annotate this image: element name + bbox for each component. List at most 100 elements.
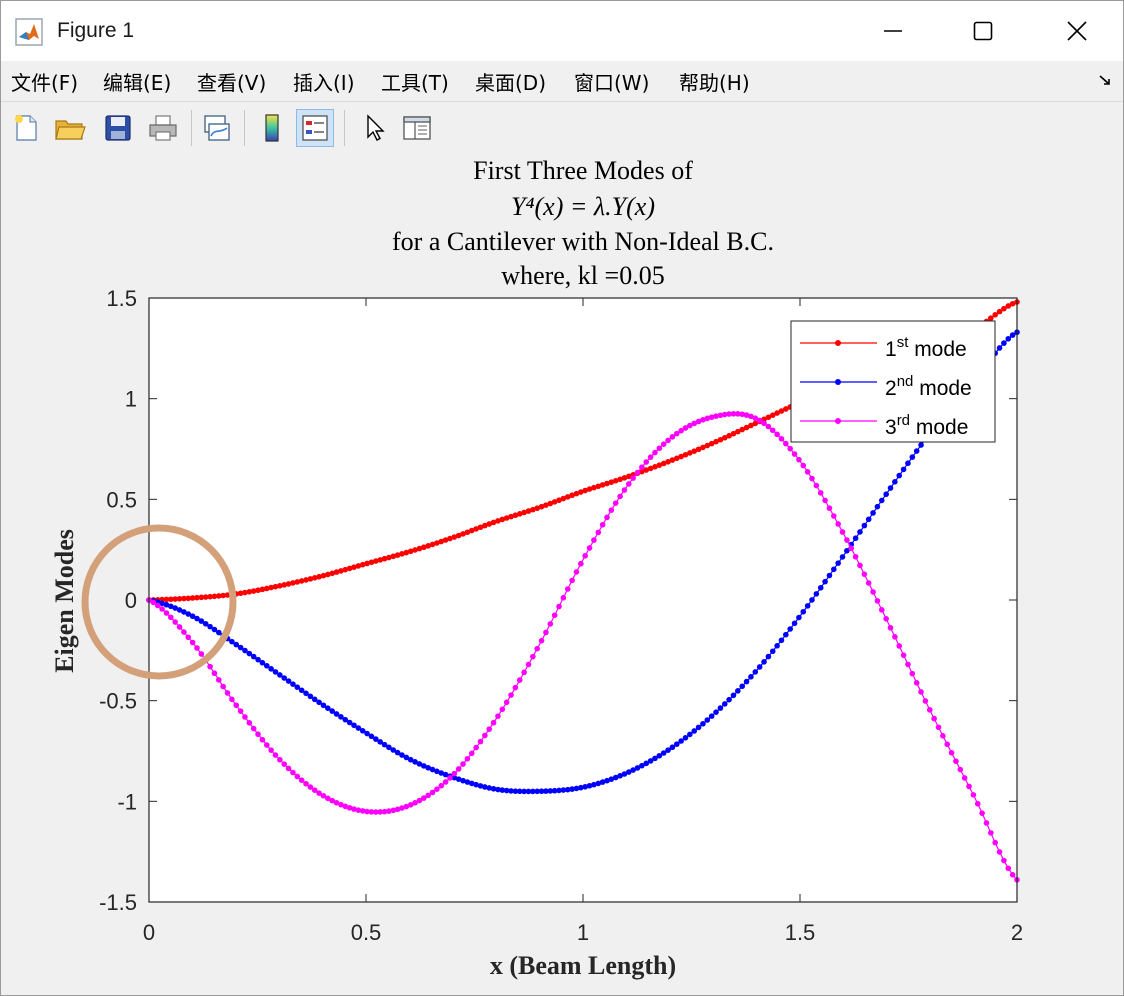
data-point (582, 487, 588, 494)
menu-file[interactable]: 文件(F) (11, 71, 79, 95)
data-point (468, 527, 475, 534)
menu-window[interactable]: 窗口(W) (574, 71, 650, 95)
dock-arrow-icon[interactable] (1097, 72, 1113, 88)
data-point (525, 508, 532, 514)
data-point (233, 641, 240, 648)
data-point (652, 449, 658, 456)
data-point (364, 730, 370, 737)
data-point (556, 603, 562, 610)
data-point (870, 510, 876, 516)
data-point (796, 456, 802, 463)
data-point (508, 692, 514, 698)
data-point (181, 629, 187, 635)
data-point (342, 566, 349, 573)
data-point (399, 752, 405, 758)
data-point (783, 406, 789, 412)
data-point (560, 594, 567, 601)
data-point (608, 507, 615, 513)
data-point (447, 775, 453, 781)
minimize-button[interactable] (847, 1, 939, 61)
data-point (761, 420, 767, 427)
series-1-mode[interactable] (146, 299, 1020, 603)
data-point (320, 793, 327, 799)
data-point (564, 494, 571, 500)
menu-edit[interactable]: 编辑(E) (103, 71, 172, 95)
data-point (878, 497, 885, 504)
data-point (255, 587, 261, 594)
figure-canvas[interactable]: First Three Modes of Y⁴(x) = λ.Y(x) for … (1, 154, 1123, 995)
data-point (416, 545, 423, 552)
insert-legend-button[interactable] (296, 109, 334, 147)
data-point (403, 754, 410, 761)
data-point (259, 586, 266, 593)
data-point (560, 787, 567, 793)
data-point (660, 750, 667, 756)
y-axis-label: Eigen Modes (50, 529, 79, 673)
data-point (656, 752, 663, 759)
insert-colorbar-button[interactable] (253, 109, 291, 147)
data-point (198, 594, 205, 601)
data-point (377, 557, 383, 563)
menu-insert[interactable]: 插入(I) (293, 71, 355, 95)
legend[interactable]: 1st mode 2nd mode 3rd mode (790, 320, 996, 443)
series-3-mode[interactable] (146, 410, 1020, 883)
data-point (1001, 340, 1007, 346)
data-point (429, 789, 436, 796)
data-point (521, 788, 527, 795)
data-point (708, 414, 715, 420)
print-button[interactable] (144, 109, 182, 147)
plot-title-line-2: Y⁴(x) = λ.Y(x) (511, 192, 655, 221)
data-point (547, 788, 554, 794)
data-point (364, 808, 370, 815)
edit-plot-button[interactable] (355, 109, 393, 147)
data-point (774, 410, 780, 416)
data-point (564, 786, 571, 793)
data-point (756, 664, 763, 670)
data-point (739, 683, 746, 690)
data-point (333, 799, 340, 806)
property-inspector-button[interactable] (398, 109, 436, 147)
data-point (721, 411, 728, 418)
maximize-button[interactable] (937, 1, 1029, 61)
menu-help[interactable]: 帮助(H) (679, 71, 750, 95)
data-point (769, 412, 776, 418)
data-point (316, 790, 322, 796)
menu-tools[interactable]: 工具(T) (381, 71, 449, 95)
menu-desktop[interactable]: 桌面(D) (475, 71, 547, 95)
legend-item-3[interactable]: 3rd mode (800, 412, 968, 439)
data-point (996, 345, 1003, 351)
matlab-logo-icon (15, 18, 43, 46)
data-point (460, 777, 466, 784)
data-point (966, 783, 972, 790)
data-point (442, 537, 449, 543)
data-point (512, 788, 519, 794)
title-bar[interactable]: Figure 1 (1, 1, 1123, 61)
data-point (189, 595, 196, 601)
legend-item-1[interactable]: 1st mode (800, 334, 967, 361)
close-button[interactable] (1031, 1, 1123, 61)
data-point (464, 756, 471, 762)
link-plot-button[interactable] (198, 109, 236, 147)
data-point (900, 652, 907, 658)
save-button[interactable] (99, 109, 137, 147)
menu-view[interactable]: 查看(V) (197, 71, 267, 95)
data-point (438, 770, 445, 776)
data-point (412, 547, 418, 553)
data-point (835, 560, 841, 566)
data-point (551, 499, 558, 505)
data-point (621, 487, 628, 493)
new-figure-button[interactable] (7, 109, 45, 147)
open-file-button[interactable] (51, 109, 89, 147)
data-point (438, 538, 445, 545)
data-point (194, 594, 200, 601)
data-point (368, 733, 375, 740)
data-point (399, 805, 405, 811)
data-point (979, 810, 985, 816)
data-point (338, 714, 344, 720)
data-point (608, 479, 615, 485)
data-point (168, 603, 174, 610)
legend-item-2[interactable]: 2nd mode (800, 373, 972, 400)
x-tick-label: 0 (143, 920, 155, 945)
series-2-mode[interactable] (146, 329, 1020, 795)
data-point (878, 607, 885, 613)
